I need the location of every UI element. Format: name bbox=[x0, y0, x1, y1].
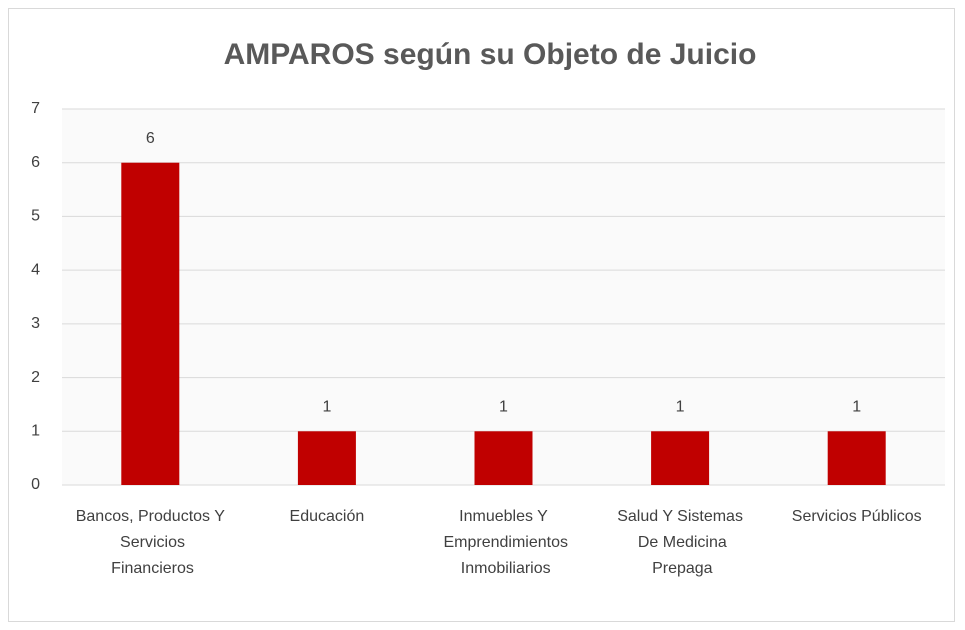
bar bbox=[297, 431, 356, 485]
bar bbox=[827, 431, 886, 485]
y-tick-label: 4 bbox=[31, 261, 40, 278]
plot-area bbox=[62, 109, 945, 485]
bar bbox=[474, 431, 533, 485]
y-tick-label: 3 bbox=[31, 315, 40, 332]
y-tick-label: 1 bbox=[31, 423, 40, 440]
data-label: 1 bbox=[676, 399, 685, 416]
y-tick-label: 6 bbox=[31, 154, 40, 171]
x-tick-label: Bancos, Productos Y Servicios Financiero… bbox=[76, 508, 225, 577]
chart-title: AMPAROS según su Objeto de Juicio bbox=[224, 38, 757, 71]
x-tick-label: Inmuebles Y Emprendimientos Inmobiliario… bbox=[439, 508, 568, 577]
bar bbox=[121, 162, 180, 485]
data-label: 1 bbox=[322, 399, 331, 416]
y-tick-label: 7 bbox=[31, 100, 40, 117]
data-label: 6 bbox=[146, 130, 155, 147]
y-tick-label: 2 bbox=[31, 369, 40, 386]
y-tick-label: 0 bbox=[31, 476, 40, 493]
x-tick-label: Servicios Públicos bbox=[792, 508, 922, 525]
x-tick-label: Educación bbox=[290, 508, 365, 525]
x-tick-label: Salud Y Sistemas De Medicina Prepaga bbox=[617, 508, 743, 577]
y-tick-label: 5 bbox=[31, 208, 40, 225]
data-label: 1 bbox=[499, 399, 508, 416]
data-label: 1 bbox=[852, 399, 861, 416]
bar bbox=[651, 431, 710, 485]
